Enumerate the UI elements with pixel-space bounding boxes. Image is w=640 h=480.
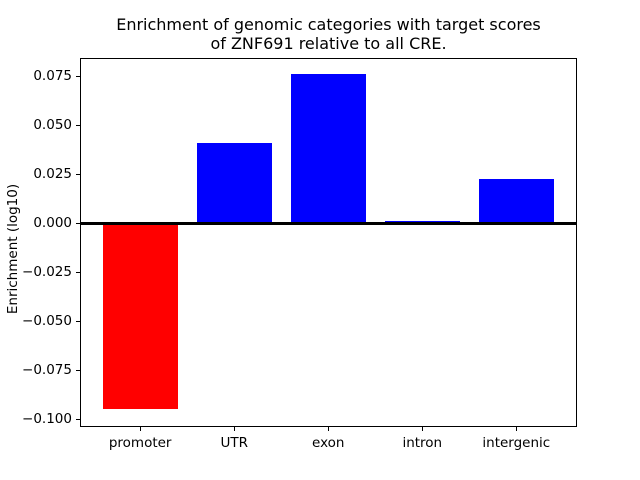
zero-baseline [80,221,577,225]
x-tick-label-intergenic: intergenic [482,434,551,451]
y-tick-label: −0.050 [22,312,72,329]
y-tick-label: −0.025 [22,263,72,280]
y-tick-mark [76,271,80,273]
x-tick-mark [233,427,235,431]
y-tick-label: 0.075 [33,67,72,84]
bar-promoter [102,223,178,410]
bar-UTR [196,142,272,224]
plot-area [80,57,577,427]
chart-title-line1: Enrichment of genomic categories with ta… [116,15,541,34]
x-tick-label-promoter: promoter [108,434,172,451]
y-axis-label: Enrichment (log10) [5,183,21,315]
x-tick-label-intron: intron [402,434,443,451]
chart-title: Enrichment of genomic categories with ta… [80,15,577,53]
bar-exon [290,74,366,224]
chart-title-line2: of ZNF691 relative to all CRE. [210,34,447,53]
x-tick-mark [515,427,517,431]
y-tick-label: 0.050 [33,116,72,133]
bar-intergenic [478,179,554,224]
x-tick-mark [421,427,423,431]
y-tick-mark [76,418,80,420]
y-tick-mark [76,75,80,77]
y-tick-mark [76,320,80,322]
y-tick-label: 0.000 [33,214,72,231]
x-tick-mark [139,427,141,431]
x-tick-label-exon: exon [312,434,345,451]
y-tick-mark [76,369,80,371]
y-tick-mark [76,173,80,175]
y-tick-mark [76,124,80,126]
y-tick-label: −0.075 [22,361,72,378]
y-tick-label: 0.025 [33,165,72,182]
x-tick-mark [327,427,329,431]
y-tick-label: −0.100 [22,410,72,427]
y-tick-mark [76,222,80,224]
x-tick-label-UTR: UTR [220,434,248,451]
